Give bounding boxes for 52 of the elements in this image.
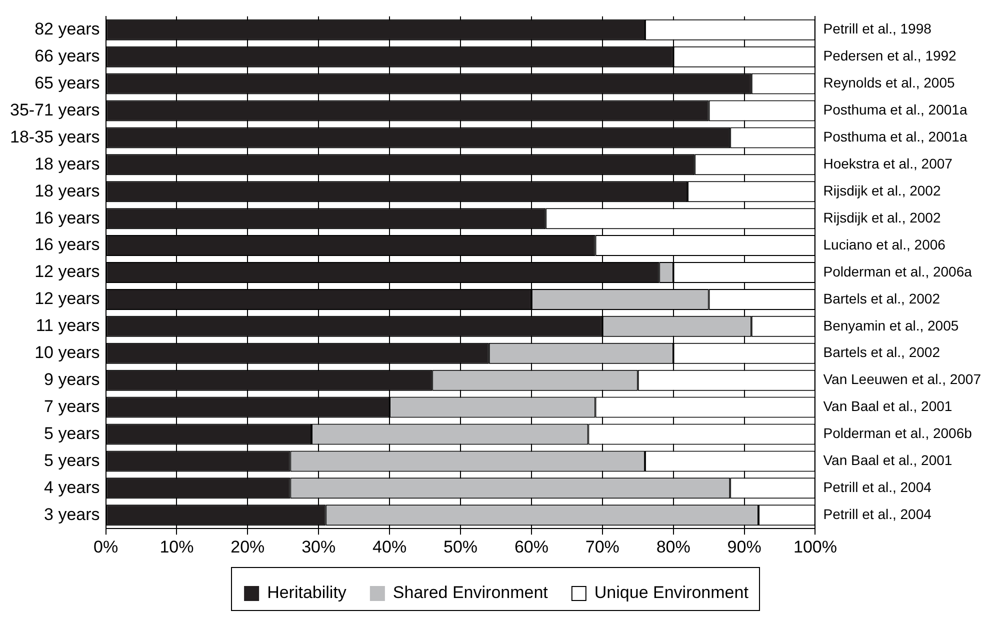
y2-tick-label: Bartels et al., 2002 xyxy=(823,290,940,306)
y-tick-label: 3 years xyxy=(44,504,100,524)
y2-tick-label: Rijsdijk et al., 2002 xyxy=(823,182,941,198)
x-tick-label: 60% xyxy=(514,537,548,556)
x-tick-label: 20% xyxy=(230,537,265,556)
x-tick-label: 0% xyxy=(93,537,118,556)
x-tick-label: 40% xyxy=(372,537,407,556)
y2-tick-label: Van Baal et al., 2001 xyxy=(823,452,952,468)
y2-tick-label: Rijsdijk et al., 2002 xyxy=(823,209,941,226)
legend-label: Unique Environment xyxy=(594,583,749,602)
y-tick-label: 9 years xyxy=(44,370,100,390)
y2-tick-label: Polderman et al., 2006b xyxy=(823,425,972,442)
y-tick-label: 18-35 years xyxy=(10,127,100,146)
x-tick-label: 100% xyxy=(794,537,837,556)
y-tick-label: 35-71 years xyxy=(10,100,100,120)
y-tick-label: 18 years xyxy=(34,154,100,174)
x-tick-label: 70% xyxy=(585,537,620,556)
legend-label: Shared Environment xyxy=(392,583,548,602)
y2-tick-label: Luciano et al., 2006 xyxy=(823,236,946,252)
x-tick-label: 80% xyxy=(656,537,690,556)
y-tick-label: 18 years xyxy=(34,181,100,200)
y2-tick-label: Petrill et al., 2004 xyxy=(823,506,932,522)
y-tick-label: 4 years xyxy=(44,478,100,497)
y-tick-label: 7 years xyxy=(44,396,100,416)
y-tick-label: 11 years xyxy=(36,316,100,336)
y2-tick-label: Pedersen et al., 1992 xyxy=(823,48,957,64)
y-tick-label: 12 years xyxy=(34,262,100,282)
y-tick-label: 10 years xyxy=(34,343,100,362)
y-tick-label: 82 years xyxy=(34,20,100,39)
y-tick-label: 16 years xyxy=(34,235,100,254)
y2-tick-label: Van Leeuwen et al., 2007 xyxy=(823,371,982,388)
y2-tick-label: Hoekstra et al., 2007 xyxy=(823,156,953,172)
y2-tick-label: Bartels et al., 2002 xyxy=(823,344,940,360)
y-tick-label: 12 years xyxy=(34,289,100,308)
y2-tick-label: Petrill et al., 2004 xyxy=(823,479,932,496)
x-tick-label: 10% xyxy=(160,537,194,556)
legend-label: Heritability xyxy=(267,583,347,602)
y2-tick-label: Polderman et al., 2006a xyxy=(823,263,972,280)
y-tick-label: 66 years xyxy=(34,46,100,66)
y2-tick-label: Benyamin et al., 2005 xyxy=(823,317,959,334)
y-tick-label: 65 years xyxy=(34,73,100,92)
y2-tick-label: Van Baal et al., 2001 xyxy=(823,398,952,414)
y-tick-label: 16 years xyxy=(34,208,100,228)
x-tick-label: 90% xyxy=(727,537,762,556)
y-tick-label: 5 years xyxy=(44,450,100,470)
y2-tick-label: Posthuma et al., 2001a xyxy=(823,102,968,118)
y2-tick-label: Petrill et al., 1998 xyxy=(823,20,932,37)
y-tick-label: 5 years xyxy=(44,424,100,443)
x-tick-label: 50% xyxy=(443,537,478,556)
y2-tick-label: Posthuma et al., 2001a xyxy=(823,128,968,145)
y2-tick-label: Reynolds et al., 2005 xyxy=(823,74,955,91)
x-tick-label: 30% xyxy=(302,537,336,556)
